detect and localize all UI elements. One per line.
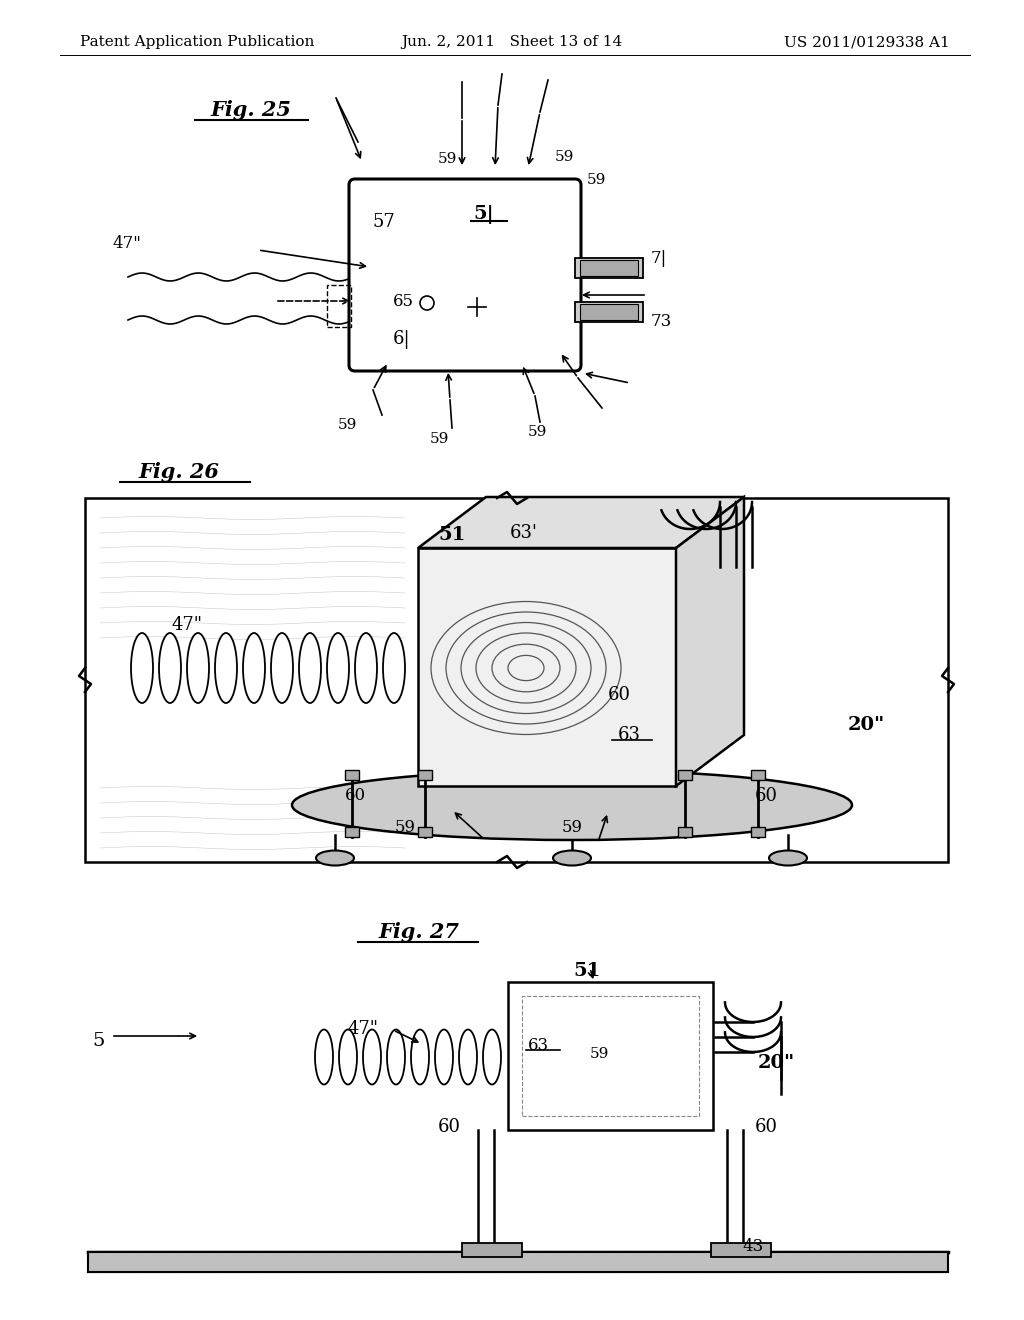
Bar <box>575 302 643 322</box>
Bar <box>418 828 432 837</box>
Text: 73: 73 <box>651 313 672 330</box>
Ellipse shape <box>187 634 209 704</box>
Bar <box>711 1243 771 1257</box>
Ellipse shape <box>315 1030 333 1085</box>
Text: 63': 63' <box>510 524 538 543</box>
Bar <box>88 1251 948 1272</box>
Bar <box>327 285 351 327</box>
Text: 59: 59 <box>528 425 548 440</box>
Bar <box>678 770 692 780</box>
Ellipse shape <box>387 1030 406 1085</box>
Ellipse shape <box>243 634 265 704</box>
Text: 59: 59 <box>587 173 606 187</box>
Text: 51: 51 <box>438 525 465 544</box>
Bar <box>678 828 692 837</box>
Ellipse shape <box>769 850 807 866</box>
Text: 43: 43 <box>742 1238 763 1255</box>
Text: 47": 47" <box>348 1020 379 1038</box>
Bar <box>462 1243 522 1257</box>
Ellipse shape <box>271 634 293 704</box>
Text: 59: 59 <box>590 1047 609 1061</box>
Polygon shape <box>418 498 744 548</box>
Ellipse shape <box>299 634 321 704</box>
Text: 63: 63 <box>618 726 641 744</box>
Ellipse shape <box>553 850 591 866</box>
Bar <box>580 304 638 319</box>
Text: US 2011/0129338 A1: US 2011/0129338 A1 <box>784 36 950 49</box>
Polygon shape <box>676 498 744 785</box>
Bar <box>580 260 638 276</box>
Text: 6|: 6| <box>393 330 411 348</box>
Ellipse shape <box>459 1030 477 1085</box>
Text: 51: 51 <box>573 962 600 979</box>
Text: 20": 20" <box>848 715 886 734</box>
Ellipse shape <box>159 634 181 704</box>
Ellipse shape <box>215 634 237 704</box>
Text: 57: 57 <box>373 213 395 231</box>
Text: Fig. 27: Fig. 27 <box>378 921 459 942</box>
Bar <box>345 828 359 837</box>
Text: 65: 65 <box>393 293 414 310</box>
Text: 47": 47" <box>112 235 141 252</box>
Ellipse shape <box>131 634 153 704</box>
Text: 20": 20" <box>758 1053 796 1072</box>
Ellipse shape <box>435 1030 453 1085</box>
Ellipse shape <box>362 1030 381 1085</box>
Bar <box>751 770 765 780</box>
Text: 59: 59 <box>395 818 416 836</box>
Ellipse shape <box>411 1030 429 1085</box>
Text: 60: 60 <box>608 686 631 704</box>
Bar <box>508 982 713 1130</box>
Text: 60: 60 <box>755 1118 778 1137</box>
FancyBboxPatch shape <box>349 180 581 371</box>
Text: 7|: 7| <box>651 249 668 267</box>
Ellipse shape <box>316 850 354 866</box>
Bar <box>575 257 643 279</box>
Text: 59: 59 <box>338 418 357 432</box>
Ellipse shape <box>327 634 349 704</box>
Text: Fig. 25: Fig. 25 <box>210 100 291 120</box>
Text: 5: 5 <box>92 1032 104 1049</box>
Ellipse shape <box>292 770 852 840</box>
Text: Fig. 26: Fig. 26 <box>138 462 219 482</box>
Text: Jun. 2, 2011   Sheet 13 of 14: Jun. 2, 2011 Sheet 13 of 14 <box>401 36 623 49</box>
Bar <box>418 770 432 780</box>
Text: 60: 60 <box>755 787 778 805</box>
Text: 59: 59 <box>430 432 450 446</box>
Text: 5|: 5| <box>473 205 494 224</box>
Ellipse shape <box>483 1030 501 1085</box>
Bar <box>85 498 948 862</box>
Text: 63: 63 <box>528 1038 549 1053</box>
Text: 59: 59 <box>562 818 583 836</box>
Bar <box>751 828 765 837</box>
Text: 59: 59 <box>555 150 574 164</box>
Text: 60: 60 <box>345 787 367 804</box>
Bar <box>418 548 676 785</box>
Text: 59: 59 <box>438 152 458 166</box>
Text: 60: 60 <box>438 1118 461 1137</box>
Ellipse shape <box>355 634 377 704</box>
Text: Patent Application Publication: Patent Application Publication <box>80 36 314 49</box>
Ellipse shape <box>383 634 406 704</box>
Text: 47": 47" <box>172 616 203 634</box>
Ellipse shape <box>339 1030 357 1085</box>
Bar <box>345 770 359 780</box>
Bar <box>522 997 699 1115</box>
